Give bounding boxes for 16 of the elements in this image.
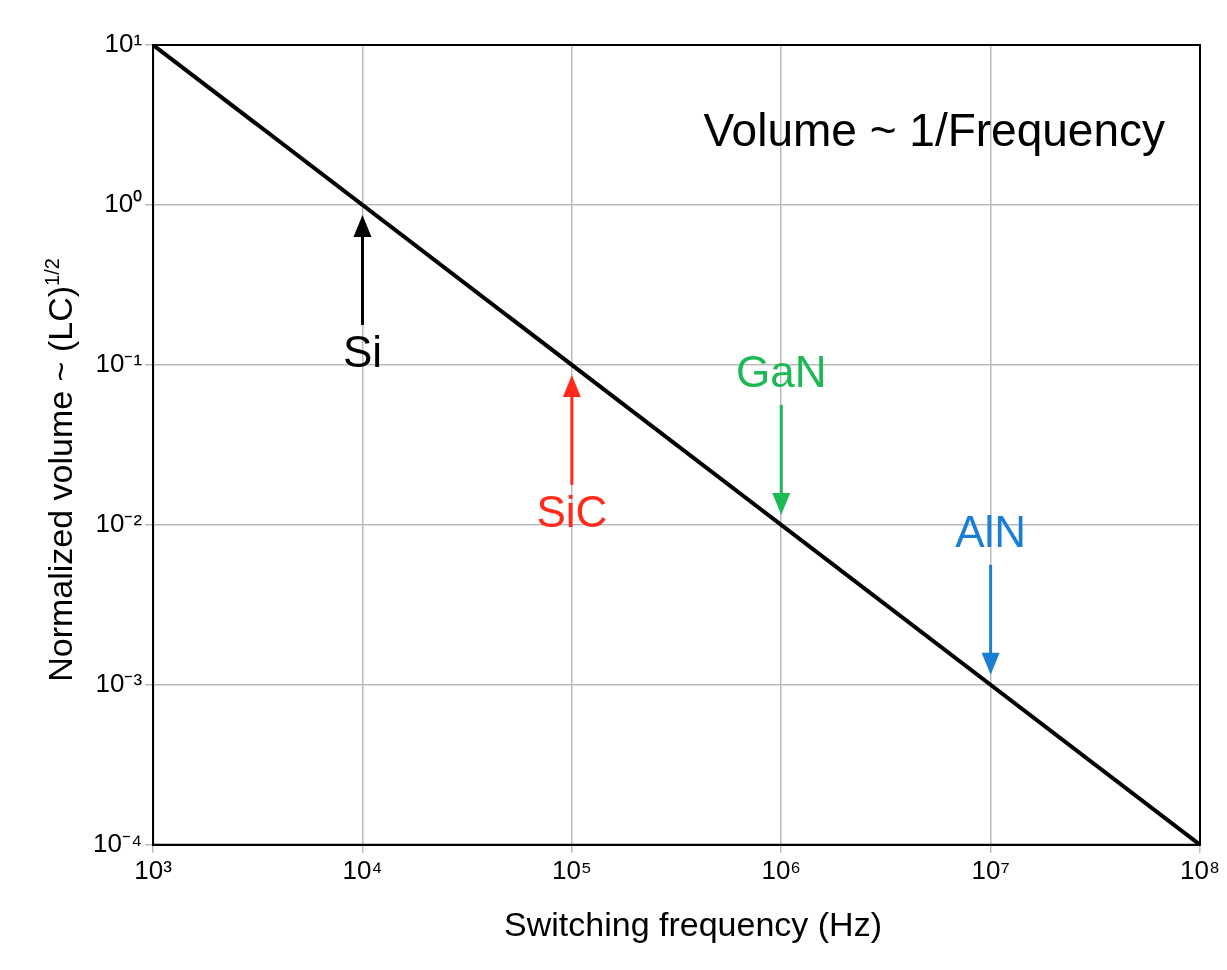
x-tick-label: 10⁷ — [971, 854, 1010, 885]
y-tick-label: 10⁻¹ — [95, 348, 143, 379]
y-tick-label: 10⁻³ — [95, 668, 143, 699]
annotation: GaN — [735, 347, 827, 397]
x-tick-label: 10⁵ — [552, 854, 592, 885]
x-axis-title: Switching frequency (Hz) — [504, 905, 882, 944]
annotation: AlN — [955, 506, 1027, 556]
x-tick-label: 10⁴ — [342, 854, 383, 885]
annotation: SiC — [536, 487, 608, 537]
annotation: Volume ~ 1/Frequency — [703, 103, 1165, 156]
annotation: Si — [342, 327, 383, 377]
x-tick-label: 10⁶ — [761, 854, 802, 885]
y-tick-label: 10¹ — [104, 28, 143, 59]
y-tick-label: 10⁰ — [104, 188, 143, 219]
y-tick-label: 10⁻² — [95, 508, 143, 539]
x-tick-label: 10⁸ — [1180, 854, 1220, 885]
